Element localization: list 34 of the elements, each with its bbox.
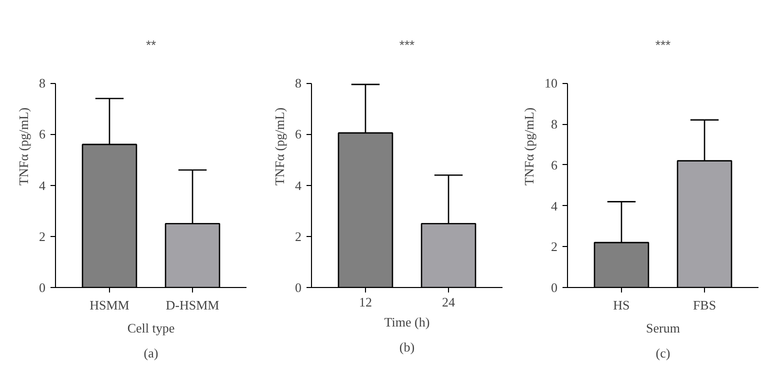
- y-tick-label: 2: [39, 228, 46, 244]
- x-tick-label: FBS: [692, 298, 716, 312]
- text: (a): [144, 346, 158, 360]
- y-tick-label: 4: [551, 198, 558, 214]
- y-tick-label: 0: [295, 280, 302, 295]
- y-axis-title: TNFα (pg/mL): [16, 108, 31, 186]
- y-tick-label: 4: [39, 178, 46, 193]
- text: (b): [399, 340, 415, 354]
- y-tick-label: 8: [295, 76, 302, 91]
- y-tick-label: 6: [39, 126, 46, 142]
- y-axis-title: TNFα (pg/mL): [272, 108, 287, 186]
- y-tick-label: 0: [39, 280, 46, 295]
- text: ***: [655, 38, 671, 52]
- y-tick-label: 2: [551, 239, 558, 254]
- x-axis-title: Cell type: [127, 320, 175, 336]
- x-tick-label: D-HSMM: [166, 298, 220, 312]
- y-tick-label: 6: [295, 126, 302, 142]
- x-axis-title: Time (h): [384, 314, 430, 330]
- x-tick-label: HSMM: [90, 298, 130, 312]
- x-tick-label: HS: [613, 298, 630, 312]
- y-tick-label: 8: [551, 116, 558, 132]
- y-tick-label: 10: [544, 76, 558, 91]
- y-tick-label: 2: [295, 228, 302, 244]
- y-tick-label: 0: [551, 280, 558, 295]
- x-axis-title: Serum: [646, 320, 680, 336]
- y-tick-label: 4: [295, 178, 302, 193]
- text: ***: [399, 38, 415, 52]
- text: **: [146, 38, 156, 52]
- x-tick-label: 12: [358, 294, 372, 310]
- y-tick-label: 8: [39, 76, 46, 91]
- text: (c): [656, 346, 670, 360]
- y-tick-label: 6: [551, 157, 558, 172]
- y-axis-title: TNFα (pg/mL): [522, 108, 536, 186]
- x-tick-label: 24: [442, 294, 456, 310]
